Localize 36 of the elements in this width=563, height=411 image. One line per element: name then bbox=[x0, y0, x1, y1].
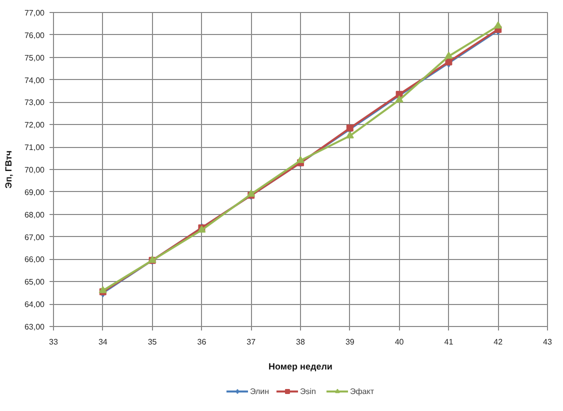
x-tick-label: 35 bbox=[148, 338, 158, 346]
x-axis-title: Номер недели bbox=[268, 362, 332, 372]
y-tick-label: 68,00 bbox=[24, 210, 46, 220]
y-tick-label: 70,00 bbox=[24, 166, 46, 174]
x-tick-label: 43 bbox=[543, 338, 552, 346]
y-tick-label: 76,00 bbox=[24, 30, 46, 40]
y-tick-label: 63,00 bbox=[24, 322, 46, 332]
x-tick-label: 36 bbox=[197, 338, 207, 346]
point bbox=[494, 21, 502, 28]
y-tick-label: 69,00 bbox=[24, 188, 46, 197]
y-tick-label: 65,00 bbox=[24, 278, 46, 287]
y-tick-label: 74,00 bbox=[24, 76, 46, 85]
y-tick-label: 75,00 bbox=[24, 53, 46, 62]
point bbox=[395, 95, 404, 102]
x-tick-label: 40 bbox=[394, 338, 404, 346]
y-tick-label: 72,00 bbox=[24, 120, 46, 130]
y-tick-label: 67,00 bbox=[24, 232, 46, 242]
point bbox=[346, 131, 354, 138]
legend-label: Эфакт bbox=[350, 386, 374, 396]
x-tick-label: 41 bbox=[444, 338, 454, 346]
x-tick-label: 38 bbox=[296, 338, 306, 346]
y-axis-title: Эп, ГВтч bbox=[3, 150, 14, 188]
legend-label: Элин bbox=[250, 386, 270, 396]
point bbox=[444, 52, 453, 59]
x-tick-label: 42 bbox=[494, 338, 504, 346]
legend-label: Эsin bbox=[300, 386, 317, 396]
x-tick-label: 39 bbox=[345, 338, 355, 346]
point bbox=[296, 156, 304, 164]
y-tick-label: 77,00 bbox=[24, 8, 46, 18]
y-tick-label: 66,00 bbox=[24, 255, 46, 264]
y-tick-label: 71,00 bbox=[24, 143, 46, 152]
x-tick-label: 34 bbox=[98, 338, 108, 346]
y-tick-label: 73,00 bbox=[24, 98, 46, 108]
x-tick-label: 37 bbox=[246, 338, 256, 346]
x-tick-label: 33 bbox=[49, 338, 58, 346]
y-tick-label: 64,00 bbox=[24, 300, 46, 310]
